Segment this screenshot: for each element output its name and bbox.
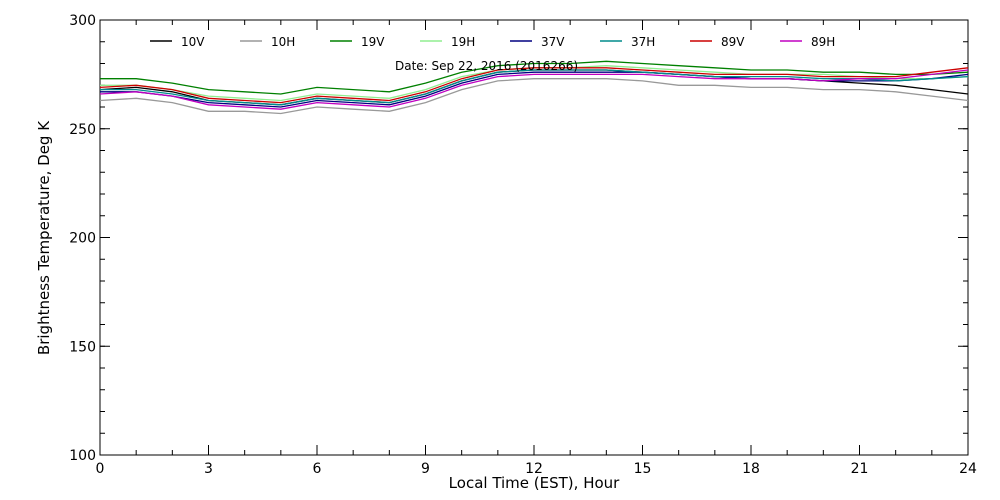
legend-label-37h: 37H bbox=[631, 35, 655, 49]
x-tick-label: 18 bbox=[742, 461, 760, 477]
series-line-37h bbox=[100, 69, 969, 106]
y-tick-label: 300 bbox=[69, 13, 96, 29]
legend-label-10h: 10H bbox=[271, 35, 295, 49]
series-lines bbox=[99, 60, 969, 115]
x-tick-label: 15 bbox=[634, 461, 652, 477]
legend-label-89v: 89V bbox=[721, 35, 745, 49]
date-annotation: Date: Sep 22, 2016 (2016266) bbox=[395, 59, 578, 73]
plot-frame bbox=[99, 19, 969, 456]
series-line-89v bbox=[99, 67, 969, 104]
y-tick-label: 150 bbox=[69, 339, 96, 355]
y-tick-label: 250 bbox=[69, 122, 96, 138]
legend-label-89h: 89H bbox=[811, 35, 835, 49]
x-tick-label: 3 bbox=[204, 461, 213, 477]
legend-label-10v: 10V bbox=[181, 35, 205, 49]
series-line-19v bbox=[100, 60, 969, 95]
x-tick-label: 21 bbox=[851, 461, 869, 477]
x-tick-label: 0 bbox=[96, 461, 105, 477]
series-line-10h bbox=[99, 78, 969, 115]
x-axis-label: Local Time (EST), Hour bbox=[449, 474, 620, 492]
x-tick-label: 6 bbox=[313, 461, 322, 477]
legend-label-37v: 37V bbox=[541, 35, 565, 49]
y-tick-label: 100 bbox=[69, 448, 96, 464]
x-tick-label: 24 bbox=[959, 461, 977, 477]
y-axis-label: Brightness Temperature, Deg K bbox=[35, 120, 53, 355]
x-tick-label: 12 bbox=[525, 461, 543, 477]
legend: 10V 10H 19V 19H 37V 37H 89V 89H bbox=[150, 35, 835, 49]
y-tick-label: 200 bbox=[69, 231, 96, 247]
axis-ticks: 0 3 6 9 12 15 18 21 24 100 150 200 250 300 bbox=[69, 13, 977, 477]
legend-label-19v: 19V bbox=[361, 35, 385, 49]
series-line-89h bbox=[99, 69, 969, 110]
legend-label-19h: 19H bbox=[451, 35, 475, 49]
x-tick-label: 9 bbox=[421, 461, 430, 477]
